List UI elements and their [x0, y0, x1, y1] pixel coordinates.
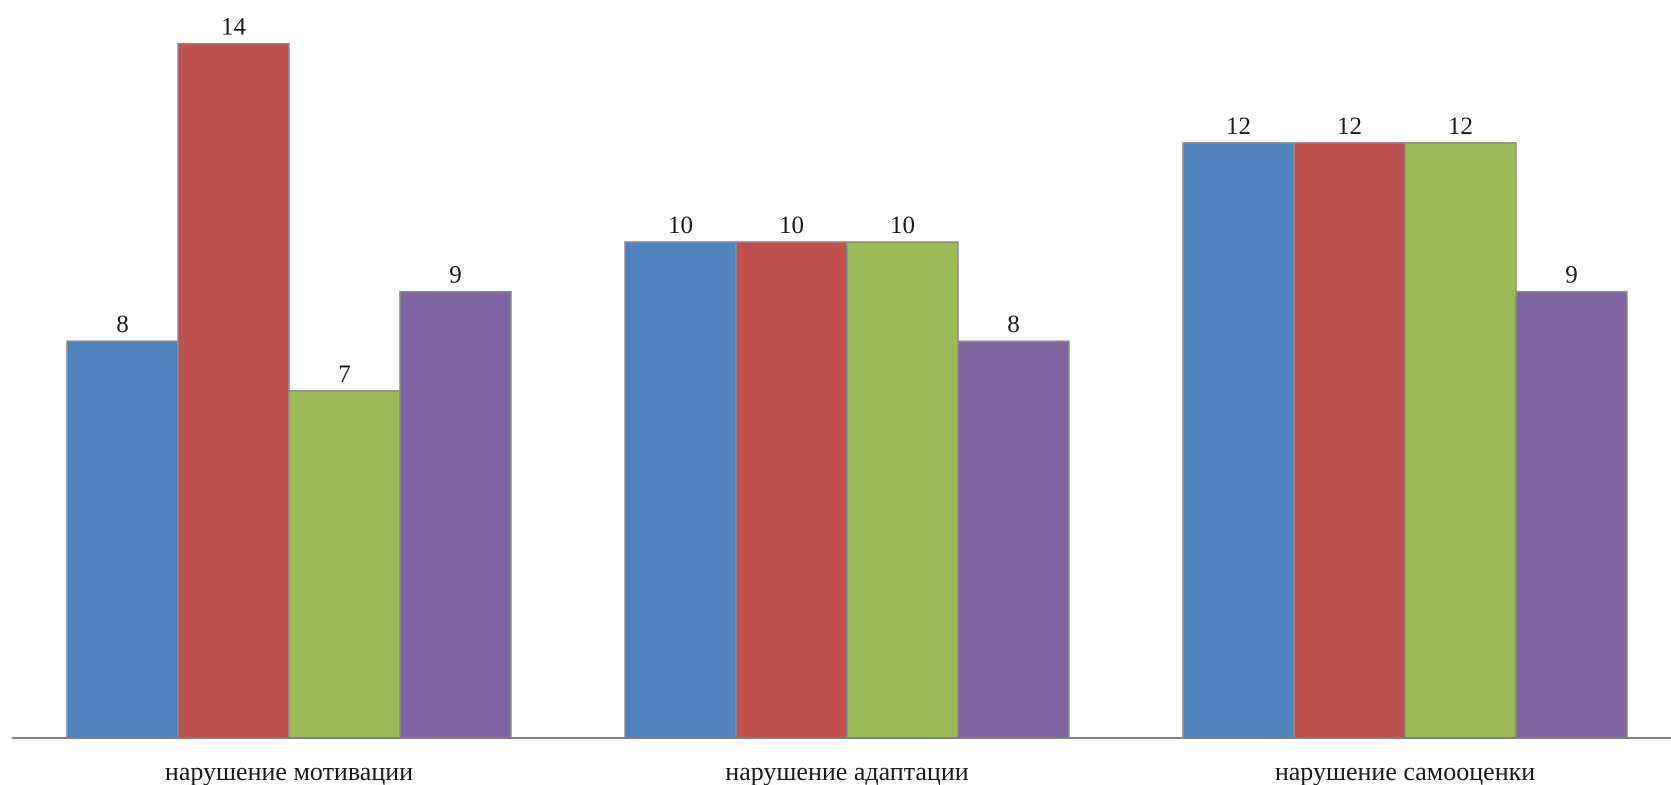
bars-layer [67, 44, 1627, 738]
bar-1-series-0 [625, 242, 736, 738]
bar-2-series-0 [1183, 143, 1294, 738]
x-tick-label-0: нарушение мотивации [165, 757, 413, 785]
data-label-1-series-1: 10 [779, 212, 804, 239]
data-label-0-series-2: 7 [338, 361, 351, 388]
bar-1-series-3 [958, 341, 1069, 738]
bar-2-series-3 [1516, 292, 1627, 738]
data-label-2-series-1: 12 [1337, 113, 1362, 140]
data-label-0-series-3: 9 [449, 262, 462, 289]
data-label-1-series-0: 10 [668, 212, 693, 239]
bar-1-series-2 [847, 242, 958, 738]
bar-0-series-2 [289, 391, 400, 738]
x-tick-label-2: нарушение самооценки [1275, 757, 1535, 785]
data-label-0-series-0: 8 [116, 311, 129, 338]
data-label-1-series-3: 8 [1007, 311, 1020, 338]
data-label-1-series-2: 10 [890, 212, 915, 239]
bar-2-series-1 [1294, 143, 1405, 738]
bar-0-series-1 [178, 44, 289, 738]
x-tick-labels: нарушение мотивации нарушение адаптации на… [165, 757, 1535, 785]
bar-1-series-1 [736, 242, 847, 738]
bar-2-series-2 [1405, 143, 1516, 738]
data-label-2-series-2: 12 [1448, 113, 1473, 140]
bar-0-series-3 [400, 292, 511, 738]
x-tick-label-1: нарушение адаптации [725, 757, 968, 785]
data-label-0-series-1: 14 [221, 14, 247, 41]
data-label-2-series-3: 9 [1565, 262, 1578, 289]
data-label-2-series-0: 12 [1226, 113, 1251, 140]
bar-0-series-0 [67, 341, 178, 738]
